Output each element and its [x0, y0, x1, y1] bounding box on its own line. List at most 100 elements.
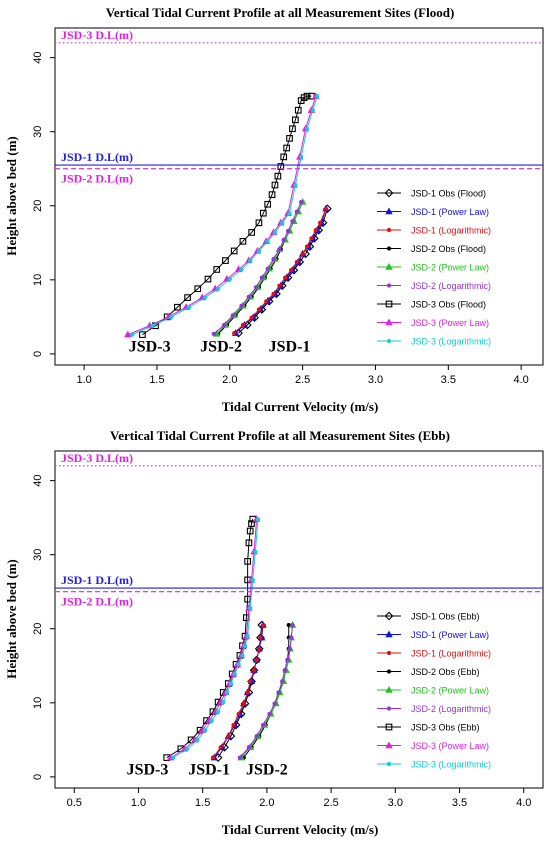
x-tick-label: 3.5: [452, 797, 467, 809]
data-point-jsd-3-obs-ebb: [244, 595, 251, 603]
legend-marker: [385, 685, 393, 693]
data-point-jsd-3-obs-ebb: [248, 520, 255, 527]
data-point-jsd-1-logarithmic: [271, 291, 276, 297]
series-layer: [124, 92, 332, 338]
legend-label: JSD-2 Obs (Ebb): [411, 667, 480, 677]
legend-item-jsd-2-obs-flood: JSD-2 Obs (Flood): [377, 244, 486, 254]
data-point-jsd-3-logarithmic: [202, 295, 208, 300]
x-axis-label: Tidal Current Velocity (m/s): [222, 822, 379, 837]
site-labels: JSD-3 JSD-1 JSD-2: [127, 762, 288, 779]
series-jsd-1-logarithmic: [210, 622, 266, 760]
legend-marker: [386, 669, 392, 674]
data-point-jsd-3-obs-flood: [303, 92, 311, 100]
y-tick-label: 20: [32, 623, 44, 635]
series-line-jsd-1-power-law: [235, 208, 327, 334]
legend-marker: [386, 706, 392, 711]
data-point-jsd-3-logarithmic: [209, 718, 214, 723]
legend-label: JSD-2 Obs (Flood): [411, 244, 486, 254]
reference-label-jsd-1-d-l-m: JSD-1 D.L(m): [61, 150, 133, 164]
data-point-jsd-1-logarithmic: [210, 755, 216, 760]
legend: JSD-1 Obs (Flood) JSD-1 (Power Law) JSD-1 …: [377, 189, 491, 347]
data-point-jsd-3-logarithmic: [304, 126, 310, 131]
legend-marker: [385, 723, 393, 731]
data-point-jsd-1-logarithmic: [245, 690, 250, 695]
y-tick-label: 40: [32, 52, 44, 64]
reference-lines: JSD-3 D.L(m) JSD-1 D.L(m) JSD-2 D.L(m): [55, 28, 543, 186]
x-axis-label: Tidal Current Velocity (m/s): [222, 399, 379, 414]
legend-marker: [386, 650, 392, 656]
data-point-jsd-2-logarithmic: [280, 679, 285, 684]
chart-panel-flood: Vertical Tidal Current Profile at all Me…: [4, 5, 544, 414]
data-point-jsd-2-logarithmic: [253, 285, 259, 290]
reference-label-jsd-2-d-l-m: JSD-2 D.L(m): [61, 172, 133, 186]
data-point-jsd-1-logarithmic: [277, 283, 282, 288]
x-tick-label: 1.5: [195, 797, 210, 809]
legend-label: JSD-3 (Power Law): [411, 318, 489, 328]
data-point-jsd-3-power-law: [124, 330, 132, 338]
reference-label-jsd-3-d-l-m: JSD-3 D.L(m): [61, 28, 133, 42]
data-point-jsd-1-logarithmic: [249, 315, 254, 320]
data-point-jsd-3-logarithmic: [310, 108, 315, 113]
legend-item-jsd-2-logarithmic: JSD-2 (Logarithmic): [377, 704, 491, 714]
x-tick-label: 4.0: [514, 374, 529, 386]
data-point-jsd-3-logarithmic: [186, 305, 192, 310]
y-tick-label: 40: [32, 475, 44, 487]
y-tick-label: 0: [32, 351, 44, 357]
series-line-jsd-2-obs-ebb: [243, 625, 290, 758]
legend-label: JSD-2 (Logarithmic): [411, 704, 491, 714]
data-point-jsd-3-obs-flood: [194, 285, 202, 293]
data-point-jsd-3-logarithmic: [227, 276, 232, 282]
data-point-jsd-3-logarithmic: [248, 605, 253, 611]
chart-title: Vertical Tidal Current Profile at all Me…: [106, 5, 455, 20]
data-point-jsd-3-logarithmic: [256, 248, 262, 254]
data-point-jsd-3-obs-flood: [277, 163, 285, 170]
data-point-jsd-2-logarithmic: [246, 294, 251, 300]
data-point-jsd-3-logarithmic: [150, 323, 155, 328]
data-point-jsd-1-obs-ebb: [249, 665, 259, 675]
reference-label-jsd-3-d-l-m: JSD-3 D.L(m): [61, 451, 133, 465]
data-point-jsd-3-logarithmic: [250, 577, 255, 583]
y-tick-label: 10: [32, 274, 44, 286]
data-point-jsd-3-obs-flood: [264, 200, 272, 208]
legend-marker: [385, 262, 393, 270]
x-tick-label: 1.0: [131, 797, 146, 809]
data-point-jsd-1-logarithmic: [283, 275, 288, 280]
data-point-jsd-1-logarithmic: [240, 322, 246, 328]
data-point-jsd-3-logarithmic: [232, 671, 237, 677]
legend-marker: [384, 188, 394, 198]
data-point-jsd-2-logarithmic: [290, 219, 295, 224]
site-label-jsd-3: JSD-3: [127, 762, 169, 779]
data-point-jsd-3-obs-ebb: [244, 558, 251, 565]
legend-item-jsd-1-obs-ebb: JSD-1 Obs (Ebb): [377, 612, 480, 622]
legend-item-jsd-1-logarithmic: JSD-1 (Logarithmic): [377, 649, 491, 659]
data-point-jsd-1-logarithmic: [264, 299, 269, 304]
data-point-jsd-1-obs-ebb: [252, 655, 261, 665]
legend-marker: [386, 283, 392, 288]
series-jsd-2-logarithmic: [211, 199, 304, 337]
plot-frame: [54, 27, 544, 366]
data-point-jsd-3-obs-flood: [174, 303, 181, 311]
axis-ticks: 0.5 1.0 1.5 2.0 2.5 3.0 3.5 4.0 0 10 20 30 40: [32, 475, 531, 809]
data-point-jsd-3-logarithmic: [242, 643, 248, 648]
data-point-jsd-2-logarithmic: [254, 734, 259, 739]
data-point-jsd-3-logarithmic: [236, 662, 241, 667]
reference-label-jsd-2-d-l-m: JSD-2 D.L(m): [61, 595, 133, 609]
data-point-jsd-2-logarithmic: [294, 209, 299, 214]
data-point-jsd-3-obs-flood: [213, 266, 221, 273]
x-tick-label: 2.0: [222, 374, 237, 386]
series-line-jsd-1-logarithmic: [233, 208, 327, 334]
data-point-jsd-2-logarithmic: [239, 303, 244, 308]
data-point-jsd-1-logarithmic: [260, 622, 266, 628]
data-point-jsd-2-logarithmic: [281, 237, 286, 242]
legend-item-jsd-1-power-law: JSD-1 (Power Law): [377, 630, 489, 640]
data-point-jsd-3-logarithmic: [170, 755, 176, 760]
legend-label: JSD-1 (Power Law): [411, 207, 489, 217]
series-jsd-2-logarithmic: [237, 622, 295, 760]
data-point-jsd-1-logarithmic: [288, 268, 294, 273]
data-point-jsd-2-logarithmic: [271, 256, 276, 262]
legend-label: JSD-3 (Logarithmic): [411, 337, 491, 347]
legend-item-jsd-1-power-law: JSD-1 (Power Law): [377, 207, 489, 217]
legend-marker: [386, 761, 392, 767]
data-point-jsd-1-logarithmic: [248, 679, 253, 684]
data-point-jsd-3-logarithmic: [248, 258, 253, 263]
